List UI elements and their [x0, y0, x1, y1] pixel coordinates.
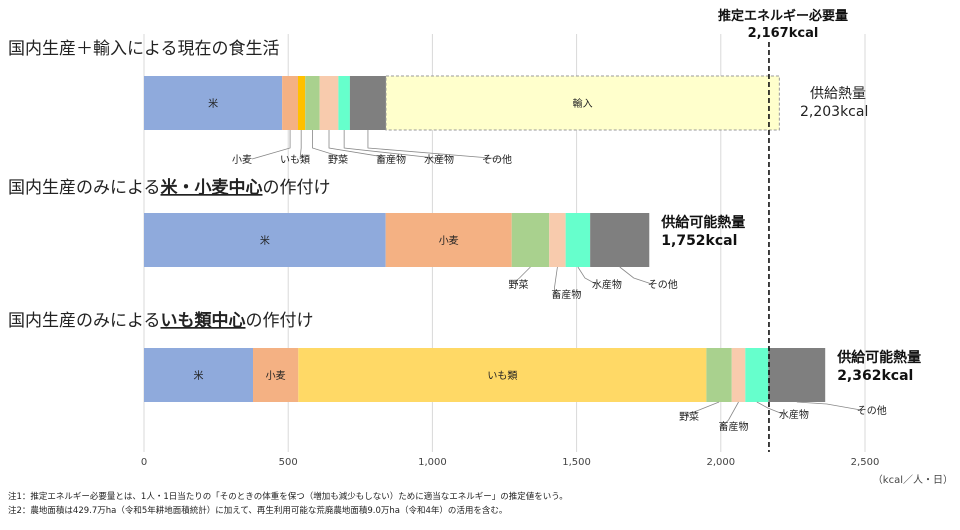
- bar-segment: [144, 76, 283, 130]
- row-title: 国内生産のみによる米・小麦中心の作付け: [8, 177, 331, 198]
- total-value: 2,362kcal: [837, 368, 913, 384]
- row-title-emphasis: いも類中心: [161, 310, 246, 331]
- x-tick-label: 1,500: [562, 457, 591, 468]
- row-title-emphasis: 米・小麦中心: [161, 177, 263, 198]
- leader-line: [512, 266, 531, 285]
- bar-segment: [144, 213, 386, 267]
- row-title-suffix: の作付け: [246, 311, 314, 331]
- x-axis: 0 500 1,000 1,500 2,000 2,500: [141, 457, 880, 468]
- callout-label: 水産物: [592, 278, 622, 291]
- leader-line: [796, 401, 861, 411]
- leader-line: [554, 266, 558, 295]
- callout-label: その他: [648, 278, 678, 291]
- x-tick-label: 500: [279, 457, 298, 468]
- total-value: 2,203kcal: [800, 104, 868, 120]
- row-title: 国内生産＋輸入による現在の食生活: [8, 39, 280, 59]
- row-title: 国内生産のみによるいも類中心の作付け: [8, 310, 314, 331]
- leader-line: [722, 401, 739, 427]
- unit-label: （kcal／人・日）: [873, 474, 953, 486]
- bar-segment: [144, 348, 254, 402]
- callout-label: 野菜: [328, 154, 348, 166]
- leader-line: [367, 130, 503, 160]
- leader-line: [251, 130, 291, 160]
- bar-segment: [385, 213, 512, 267]
- bar-segment: [282, 76, 299, 130]
- row-totals: 供給熱量 2,203kcal 供給可能熱量 1,752kcal 供給可能熱量 2,362k…: [660, 86, 921, 384]
- bar-segment: [549, 213, 566, 267]
- bar-segment: [745, 348, 769, 402]
- bar-segment: [298, 76, 306, 130]
- callout-label: 野菜: [508, 279, 528, 291]
- x-tick-label: 2,500: [851, 457, 880, 468]
- bar-segment: [349, 76, 386, 130]
- x-tick-label: 0: [141, 457, 147, 468]
- callout-label: 野菜: [679, 411, 699, 423]
- callout-label: 畜産物: [719, 420, 749, 433]
- note-2: 注2：農地面積は429.7万ha（令和5年耕地面積統計）に加えて、再生利用可能な…: [8, 505, 507, 516]
- leader-line: [343, 130, 445, 160]
- bar-segment: [253, 348, 299, 402]
- segment-label: いも類: [487, 370, 517, 382]
- reference-line: 推定エネルギー必要量 2,167kcal: [718, 8, 848, 452]
- bar-segment: [590, 213, 650, 267]
- segment-label: 輸入: [573, 97, 593, 110]
- total-label: 供給可能熱量: [836, 349, 921, 366]
- note-1: 注1：推定エネルギー必要量とは、1人・1日当たりの「そのときの体重を保つ（増加も…: [8, 491, 568, 502]
- segment-label: 米: [208, 97, 218, 110]
- callout-label: いも類: [280, 154, 310, 166]
- bar-segment: [338, 76, 350, 130]
- bar-segment: [511, 213, 550, 267]
- bar-segment: [298, 348, 707, 402]
- row-title-main: 国内生産のみによる: [8, 311, 161, 331]
- callout-label: 水産物: [779, 408, 809, 421]
- bar-segment: [305, 76, 320, 130]
- segment-label: 小麦: [266, 370, 286, 382]
- row-titles: 国内生産＋輸入による現在の食生活国内生産のみによる米・小麦中心の作付け国内生産の…: [8, 39, 331, 331]
- leader-line: [312, 130, 349, 160]
- leader-line: [682, 401, 720, 417]
- reference-label: 推定エネルギー必要量: [718, 8, 848, 24]
- reference-value: 2,167kcal: [748, 26, 819, 41]
- row-title-main: 国内生産＋輸入による現在の食生活: [8, 39, 280, 59]
- callout-label: 畜産物: [376, 153, 406, 166]
- segment-label: 米: [260, 234, 270, 247]
- row-title-suffix: の作付け: [263, 178, 331, 198]
- leader-line: [756, 401, 783, 415]
- segment-label: 米: [194, 369, 204, 382]
- leader-line: [577, 266, 597, 285]
- leader-line: [299, 130, 302, 160]
- bar-segment: [319, 76, 339, 130]
- bar-segment: [731, 348, 746, 402]
- callout-label: その他: [857, 404, 887, 417]
- x-tick-label: 1,000: [418, 457, 447, 468]
- callout-label: 水産物: [424, 153, 454, 166]
- x-tick-label: 2,000: [706, 457, 735, 468]
- segment-label: 小麦: [439, 235, 459, 247]
- bar-segment: [385, 75, 780, 131]
- bar-segment: [565, 213, 591, 267]
- callout-label: 畜産物: [551, 288, 581, 301]
- leader-line: [328, 130, 397, 160]
- total-label: 供給可能熱量: [660, 214, 745, 231]
- total-value: 1,752kcal: [661, 233, 737, 249]
- callout-label: 小麦: [232, 154, 252, 166]
- bar-segment: [768, 348, 826, 402]
- bars: 米輸入米 小麦米 小麦 いも類: [144, 75, 826, 402]
- callout-label: その他: [482, 153, 512, 166]
- bar-segment: [706, 348, 732, 402]
- leader-line: [619, 266, 652, 285]
- row-title-main: 国内生産のみによる: [8, 178, 161, 198]
- total-label: 供給熱量: [810, 86, 866, 102]
